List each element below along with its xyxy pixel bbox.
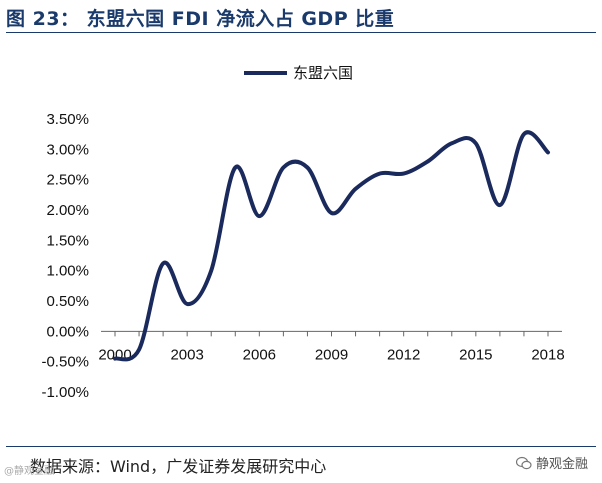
- y-tick-label: 0.50%: [46, 293, 89, 310]
- y-tick-label: 3.00%: [46, 141, 89, 158]
- y-tick-label: 0.00%: [46, 323, 89, 340]
- source-note: 数据来源：Wind，广发证券发展研究中心: [30, 457, 327, 476]
- x-axis: [101, 330, 562, 337]
- x-tick-label: 2015: [459, 346, 492, 363]
- watermark: 静观金融: [515, 453, 588, 472]
- figure-title: 图 23： 东盟六国 FDI 净流入占 GDP 比重: [6, 8, 395, 30]
- y-tick-label: 2.00%: [46, 202, 89, 219]
- legend: 东盟六国: [244, 64, 353, 82]
- footer-divider: [6, 446, 596, 447]
- title-divider: [6, 32, 596, 33]
- x-tick-label: 2006: [243, 346, 276, 363]
- wechat-icon: [515, 456, 532, 469]
- y-axis-labels: -1.00% -0.50% 0.00% 0.50% 1.00% 1.50% 2.00% 2.5…: [41, 111, 89, 401]
- watermark-left: @静观金融: [4, 466, 54, 477]
- y-tick-label: 1.50%: [46, 232, 89, 249]
- y-tick-label: 2.50%: [46, 172, 89, 189]
- x-tick-label: 2009: [315, 346, 348, 363]
- y-tick-label: 1.00%: [46, 263, 89, 280]
- x-tick-label: 2012: [387, 346, 420, 363]
- legend-label: 东盟六国: [293, 64, 353, 82]
- y-tick-label: -0.50%: [41, 354, 89, 371]
- line-chart: 东盟六国 -1.00% -0.50% 0.00% 0.50% 1.00% 1.50% 2.0…: [41, 64, 564, 401]
- series-line: [113, 130, 550, 362]
- watermark-text: 静观金融: [535, 457, 588, 472]
- y-tick-label: -1.00%: [41, 384, 89, 401]
- x-tick-label: 2018: [531, 346, 564, 363]
- x-tick-label: 2003: [170, 346, 203, 363]
- x-axis-labels: 2000 2003 2006 2009 2012 2015 2018: [98, 346, 564, 363]
- y-tick-label: 3.50%: [46, 111, 89, 128]
